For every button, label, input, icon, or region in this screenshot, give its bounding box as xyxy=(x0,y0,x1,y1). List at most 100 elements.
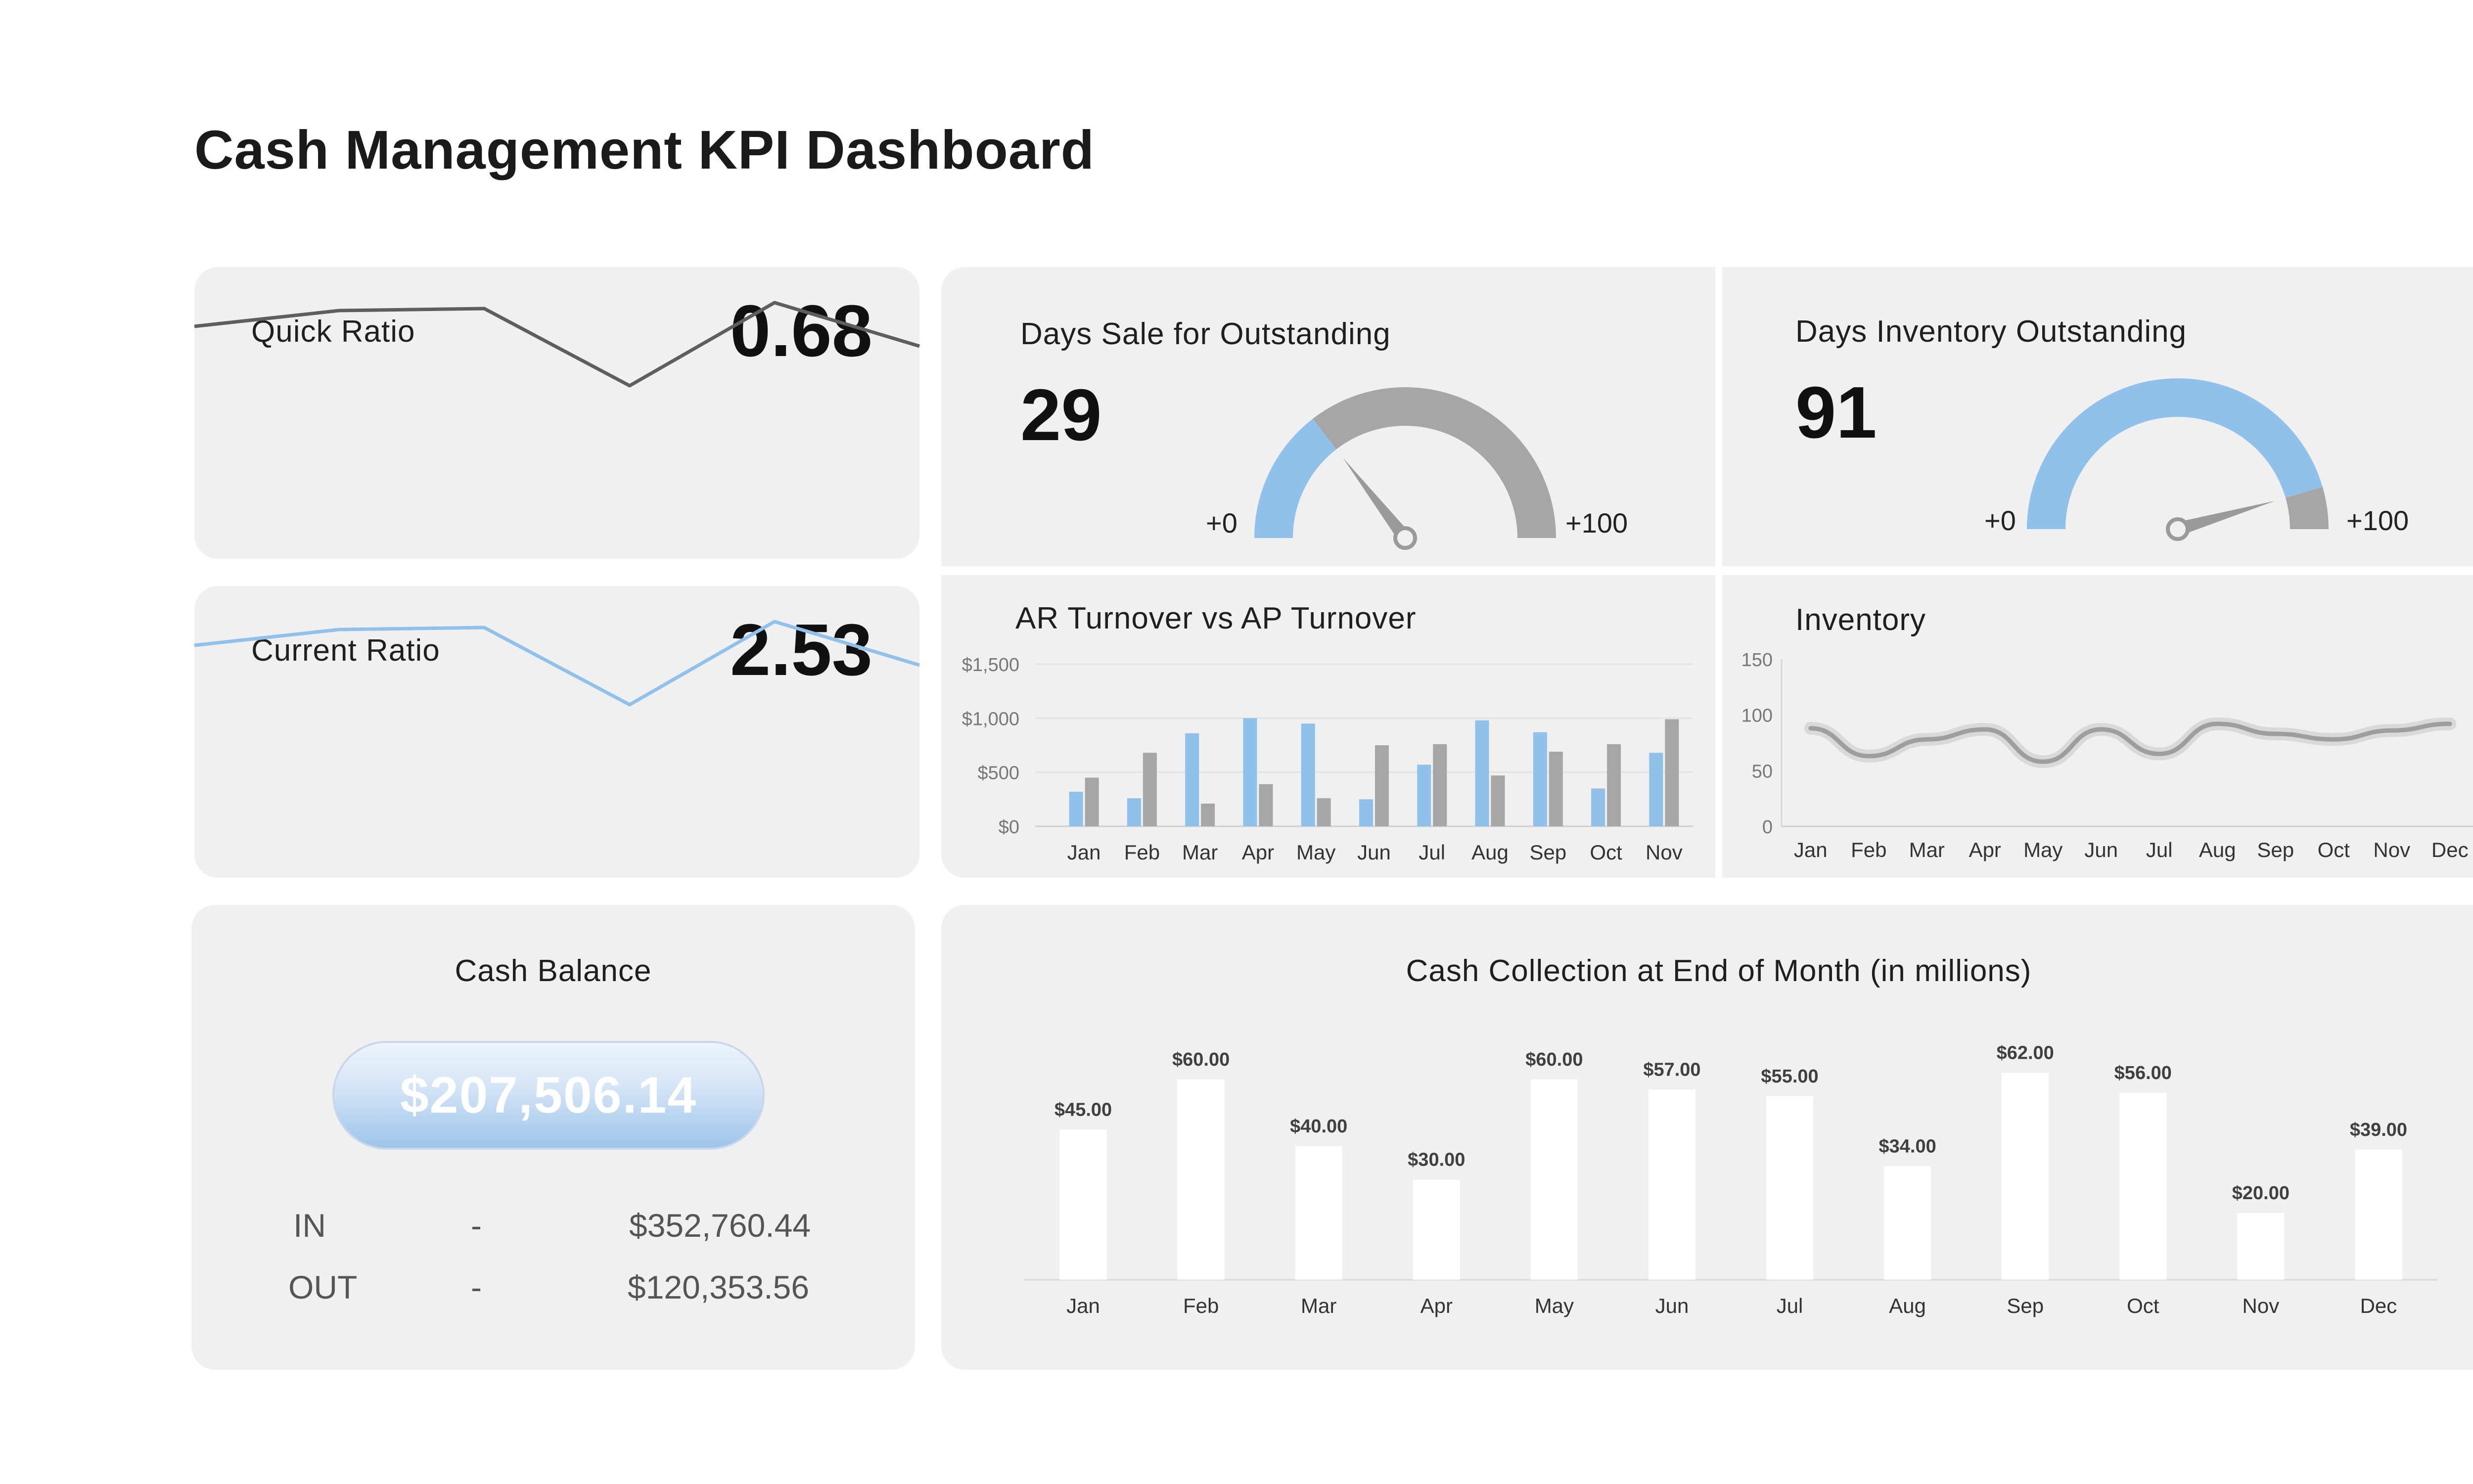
bar-ap xyxy=(1491,775,1505,826)
x-tick-label: Jun xyxy=(1655,1294,1689,1317)
inventory-card: Inventory 0 50 100 150 Jan Feb Mar Apr May Jun Jul… xyxy=(1722,575,2473,878)
x-tick-label: Feb xyxy=(1124,841,1160,864)
y-tick-label: 50 xyxy=(1752,761,1773,782)
data-label: $57.00 xyxy=(1643,1059,1700,1080)
bar-ar xyxy=(1301,723,1315,826)
dso-gauge xyxy=(1254,387,1556,550)
bar-ap xyxy=(1607,744,1621,826)
cash-out-dash: - xyxy=(471,1269,482,1305)
quick-ratio-value: 0.68 xyxy=(730,290,872,372)
x-tick-label: Jul xyxy=(1777,1294,1803,1317)
x-tick-label: May xyxy=(1535,1294,1574,1317)
gauge-needle xyxy=(1343,458,1411,542)
x-tick-label: Jun xyxy=(1357,841,1391,864)
inventory-chart: 0 50 100 150 Jan Feb Mar Apr May Jun Jul Aug Sep Oct N… xyxy=(1741,650,2473,861)
x-tick-label: Nov xyxy=(1646,841,1683,864)
dio-gauge-max: +100 xyxy=(2346,505,2409,536)
data-label: $34.00 xyxy=(1879,1136,1936,1157)
x-tick-label: Feb xyxy=(1183,1294,1219,1317)
y-tick-label: 150 xyxy=(1741,650,1773,671)
ar-ap-title: AR Turnover vs AP Turnover xyxy=(1015,601,1417,635)
x-tick-label: May xyxy=(1296,841,1335,864)
bar-ar xyxy=(1243,718,1257,826)
sparkline xyxy=(194,620,920,707)
bar xyxy=(2237,1213,2285,1280)
bar xyxy=(1530,1079,1578,1280)
inventory-title: Inventory xyxy=(1795,603,1926,637)
x-tick-label: Jul xyxy=(2146,838,2173,861)
bar xyxy=(2355,1149,2402,1280)
x-tick-label: Oct xyxy=(2127,1294,2159,1317)
cash-balance-label: Cash Balance xyxy=(455,954,652,988)
x-tick-label: Mar xyxy=(1909,838,1945,861)
cash-in-label: IN xyxy=(293,1207,326,1244)
bar-ar xyxy=(1069,792,1083,826)
cash-out-value: $120,353.56 xyxy=(628,1269,810,1305)
bar-ap xyxy=(1665,719,1679,826)
bar-ar xyxy=(1127,798,1141,826)
gauge-value-arc xyxy=(1254,419,1337,539)
bar-ap xyxy=(1143,753,1157,826)
dio-card: Days Inventory Outstanding 91 +0 +100 xyxy=(1722,267,2473,566)
y-tick-label: $1,500 xyxy=(962,655,1019,675)
quick-ratio-card: Quick Ratio 0.68 xyxy=(194,267,920,559)
bar-ap xyxy=(1549,752,1563,826)
y-tick-label: 0 xyxy=(1762,817,1773,838)
x-tick-label: Aug xyxy=(1889,1294,1926,1317)
cash-balance-total: $207,506.14 xyxy=(332,1041,765,1150)
cash-in-dash: - xyxy=(471,1207,482,1244)
gauge-hub xyxy=(2166,517,2190,541)
dio-value: 91 xyxy=(1795,372,1877,453)
current-ratio-value: 2.53 xyxy=(730,609,872,691)
inventory-line xyxy=(1808,721,2452,764)
current-ratio-card: Current Ratio 2.53 xyxy=(194,586,920,878)
bar xyxy=(1295,1146,1342,1280)
bar-ap xyxy=(1201,804,1215,826)
data-label: $55.00 xyxy=(1761,1066,1818,1087)
bar-ar xyxy=(1417,764,1431,826)
x-tick-label: Feb xyxy=(1851,838,1886,861)
bar-ap xyxy=(1433,744,1447,826)
x-tick-label: Apr xyxy=(1969,838,2001,861)
gauge-value-arc xyxy=(2027,378,2323,530)
data-label: $40.00 xyxy=(1290,1116,1347,1137)
cash-out-label: OUT xyxy=(288,1269,358,1305)
bar-ap xyxy=(1259,784,1273,826)
bar-ar xyxy=(1533,732,1547,826)
x-tick-label: Oct xyxy=(1590,841,1622,864)
x-tick-label: Jan xyxy=(1794,838,1828,861)
bar xyxy=(2002,1073,2049,1280)
y-tick-label: $500 xyxy=(977,763,1019,784)
y-tick-label: 100 xyxy=(1741,706,1773,726)
data-label: $39.00 xyxy=(2350,1120,2407,1140)
gauge-remaining-arc xyxy=(1313,387,1556,539)
bar xyxy=(1884,1166,1931,1280)
dio-gauge xyxy=(2027,378,2329,541)
cash-collection-chart: $45.00 Jan $60.00 Feb $40.00 Mar $30.00 Apr $60.… xyxy=(1024,1043,2437,1317)
data-label: $20.00 xyxy=(2232,1183,2290,1204)
x-tick-label: Sep xyxy=(1529,841,1566,864)
bar xyxy=(1413,1179,1460,1280)
bar-ar xyxy=(1591,788,1605,826)
bar-ar xyxy=(1359,799,1373,826)
x-tick-label: Apr xyxy=(1420,1294,1453,1317)
quick-ratio-sparkline xyxy=(194,301,920,388)
dso-gauge-max: +100 xyxy=(1565,507,1628,539)
current-ratio-sparkline xyxy=(194,620,920,707)
data-label: $45.00 xyxy=(1054,1099,1112,1120)
bar-ar xyxy=(1185,733,1199,826)
data-label: $62.00 xyxy=(1997,1043,2054,1064)
bar-ap xyxy=(1317,798,1331,826)
bar-ar xyxy=(1475,720,1489,826)
x-tick-label: Oct xyxy=(2318,838,2350,861)
ar-ap-card: AR Turnover vs AP Turnover $0 $500 $1,000 $… xyxy=(941,575,1715,878)
x-tick-label: Nov xyxy=(2243,1294,2280,1317)
bar-ap xyxy=(1375,745,1389,826)
cash-balance-card: Cash Balance $207,506.14 IN - $352,760.4… xyxy=(191,905,915,1370)
gauge-hub xyxy=(1393,526,1417,550)
gauge-needle xyxy=(2176,500,2275,536)
x-tick-label: Sep xyxy=(2007,1294,2044,1317)
bar-ap xyxy=(1085,777,1099,826)
data-label: $56.00 xyxy=(2114,1063,2172,1083)
bar xyxy=(1177,1079,1225,1280)
